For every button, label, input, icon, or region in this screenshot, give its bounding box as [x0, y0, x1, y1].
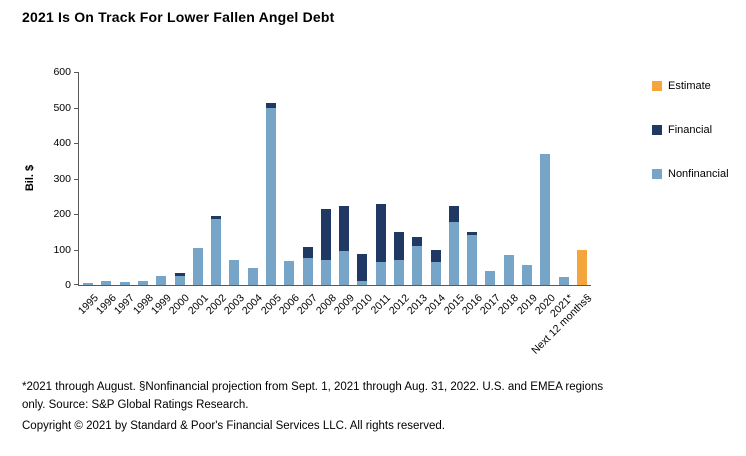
- bar-segment-nonfinancial: [247, 267, 258, 285]
- legend-label: Estimate: [668, 80, 711, 92]
- legend: Estimate Financial Nonfinancial: [652, 80, 729, 180]
- y-tick-label: 300: [53, 172, 71, 185]
- bar-segment-financial: [357, 253, 368, 281]
- legend-label: Nonfinancial: [668, 168, 729, 180]
- legend-item-financial: Financial: [652, 124, 729, 136]
- bar-segment-financial: [174, 273, 185, 277]
- y-tick-label: 0: [65, 279, 71, 291]
- bar-segment-nonfinancial: [375, 261, 386, 285]
- y-tick-label: 100: [53, 243, 71, 256]
- bar-segment-financial: [302, 246, 313, 259]
- bar-segment-financial: [394, 232, 404, 261]
- y-tick-mark: [74, 284, 79, 285]
- bar-segment-nonfinancial: [558, 277, 569, 285]
- chart-title: 2021 Is On Track For Lower Fallen Angel …: [22, 9, 335, 25]
- legend-swatch-nonfinancial: [652, 169, 662, 179]
- legend-item-nonfinancial: Nonfinancial: [652, 168, 729, 180]
- bar-segment-nonfinancial: [83, 283, 94, 285]
- bar-segment-nonfinancial: [138, 280, 148, 285]
- legend-item-estimate: Estimate: [652, 80, 729, 92]
- y-tick-label: 600: [53, 66, 71, 78]
- bar-segment-financial: [266, 103, 276, 108]
- bar-segment-nonfinancial: [229, 260, 240, 285]
- bar-segment-nonfinancial: [412, 245, 423, 285]
- y-tick-mark: [74, 178, 79, 180]
- bar-segment-nonfinancial: [485, 270, 496, 285]
- bar-segment-financial: [320, 208, 331, 261]
- bar-segment-financial: [430, 249, 441, 262]
- y-tick-mark: [74, 107, 79, 109]
- bar-segment-nonfinancial: [540, 153, 551, 285]
- bar-segment-financial: [448, 205, 459, 222]
- bar-segment-nonfinancial: [302, 258, 313, 285]
- bar-segment-nonfinancial: [266, 107, 276, 285]
- y-tick-mark: [74, 143, 79, 144]
- legend-label: Financial: [668, 124, 713, 136]
- bar-segment-financial: [412, 237, 423, 246]
- bar-segment-nonfinancial: [503, 254, 514, 285]
- bar-segment-nonfinancial: [192, 247, 203, 285]
- bar-segment-nonfinancial: [394, 260, 404, 285]
- bar-segment-nonfinancial: [357, 280, 368, 285]
- bar-segment-financial: [211, 215, 222, 220]
- bar-segment-estimate: [576, 249, 587, 285]
- bar-segment-nonfinancial: [467, 235, 478, 285]
- bar-segment-nonfinancial: [522, 265, 532, 285]
- bar-segment-nonfinancial: [430, 261, 441, 285]
- bar-segment-nonfinancial: [101, 281, 112, 285]
- bar-segment-nonfinancial: [320, 260, 331, 285]
- y-tick-label: 400: [53, 137, 71, 149]
- bar-segment-nonfinancial: [174, 276, 185, 285]
- plot-area: 0 100 200 300 400 500 600 1995 1996 1997 1998 1999 2…: [53, 66, 594, 357]
- bar-segment-financial: [375, 204, 386, 262]
- bar-segment-financial: [467, 231, 478, 236]
- bar-segment-financial: [339, 205, 350, 252]
- legend-swatch-estimate: [652, 81, 662, 91]
- y-tick-mark: [74, 72, 79, 73]
- legend-swatch-financial: [652, 125, 662, 135]
- bar-segment-nonfinancial: [339, 251, 350, 285]
- y-tick-label: 500: [53, 101, 71, 114]
- footnote-text: *2021 through August. §Nonfinancial proj…: [22, 381, 604, 411]
- bar-segment-nonfinancial: [448, 221, 459, 285]
- bar-segment-nonfinancial: [119, 282, 130, 285]
- y-tick-label: 200: [53, 208, 71, 220]
- y-tick-mark: [74, 214, 79, 215]
- copyright-text: Copyright © 2021 by Standard & Poor's Fi…: [22, 420, 445, 432]
- y-tick-mark: [74, 249, 79, 251]
- bar-segment-nonfinancial: [211, 219, 222, 285]
- bar-segment-nonfinancial: [284, 260, 295, 285]
- bar-segment-nonfinancial: [156, 276, 167, 285]
